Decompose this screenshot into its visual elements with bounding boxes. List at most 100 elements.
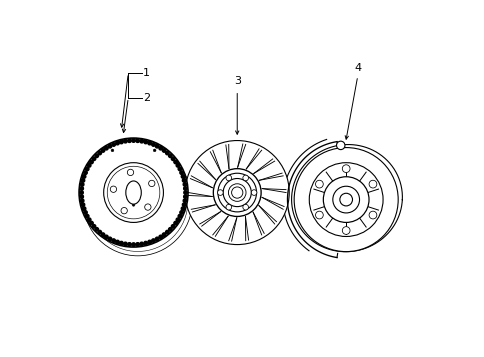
Circle shape	[110, 186, 116, 192]
Circle shape	[368, 211, 376, 219]
Circle shape	[183, 195, 187, 198]
Circle shape	[116, 240, 119, 244]
Circle shape	[251, 190, 257, 195]
Circle shape	[140, 140, 143, 143]
Circle shape	[80, 187, 83, 190]
Circle shape	[178, 167, 182, 171]
Circle shape	[85, 215, 89, 218]
Circle shape	[95, 154, 98, 157]
Circle shape	[82, 207, 86, 210]
Circle shape	[336, 141, 344, 150]
Circle shape	[116, 141, 119, 145]
Circle shape	[87, 164, 91, 167]
Circle shape	[185, 141, 288, 245]
Circle shape	[342, 165, 349, 172]
Circle shape	[87, 218, 91, 221]
Circle shape	[162, 149, 166, 152]
Circle shape	[180, 171, 183, 175]
Circle shape	[171, 225, 175, 228]
Circle shape	[181, 207, 184, 210]
Circle shape	[81, 203, 85, 206]
Circle shape	[79, 191, 83, 194]
Circle shape	[92, 157, 95, 161]
Circle shape	[123, 140, 127, 143]
Circle shape	[88, 151, 187, 251]
Circle shape	[112, 239, 115, 242]
Circle shape	[95, 227, 98, 231]
Circle shape	[174, 160, 177, 164]
Circle shape	[148, 240, 151, 244]
Text: 4: 4	[353, 63, 361, 73]
Circle shape	[84, 211, 87, 214]
Circle shape	[226, 175, 231, 181]
Circle shape	[82, 175, 86, 178]
Circle shape	[127, 139, 131, 142]
Circle shape	[217, 190, 223, 195]
Circle shape	[153, 149, 156, 152]
Circle shape	[127, 169, 134, 176]
Circle shape	[105, 146, 108, 150]
Circle shape	[105, 235, 108, 239]
Circle shape	[183, 191, 187, 194]
Circle shape	[315, 180, 323, 188]
Circle shape	[174, 221, 177, 225]
Circle shape	[85, 167, 89, 171]
Circle shape	[121, 207, 127, 214]
Circle shape	[98, 151, 101, 155]
Circle shape	[80, 183, 84, 186]
Circle shape	[165, 230, 169, 234]
Circle shape	[80, 199, 84, 202]
Circle shape	[368, 180, 376, 188]
Circle shape	[168, 227, 172, 231]
Circle shape	[182, 203, 185, 206]
Circle shape	[132, 203, 135, 206]
Circle shape	[151, 143, 155, 146]
Circle shape	[181, 175, 184, 178]
Circle shape	[148, 180, 154, 187]
Circle shape	[92, 225, 95, 228]
Circle shape	[81, 178, 85, 182]
Circle shape	[144, 204, 151, 210]
Ellipse shape	[125, 181, 141, 204]
Circle shape	[112, 143, 115, 146]
Circle shape	[223, 178, 251, 207]
Circle shape	[144, 140, 147, 144]
Circle shape	[104, 163, 163, 222]
Circle shape	[217, 173, 256, 212]
Circle shape	[242, 175, 248, 181]
Circle shape	[132, 243, 135, 246]
Circle shape	[101, 149, 105, 152]
Circle shape	[120, 140, 123, 144]
Circle shape	[178, 215, 182, 218]
Text: 1: 1	[143, 68, 150, 78]
Circle shape	[309, 163, 382, 236]
Circle shape	[183, 199, 186, 202]
Circle shape	[165, 151, 169, 155]
Circle shape	[151, 239, 155, 242]
Circle shape	[107, 166, 160, 219]
Circle shape	[176, 164, 179, 167]
Circle shape	[80, 195, 83, 198]
Circle shape	[132, 139, 135, 142]
Circle shape	[98, 230, 101, 234]
Circle shape	[155, 237, 159, 241]
Circle shape	[159, 146, 162, 150]
Circle shape	[101, 233, 105, 236]
Circle shape	[342, 227, 349, 235]
Circle shape	[140, 242, 143, 246]
Circle shape	[242, 204, 248, 210]
Circle shape	[136, 243, 139, 246]
Circle shape	[171, 157, 175, 161]
Circle shape	[127, 243, 131, 246]
Circle shape	[120, 241, 123, 245]
Circle shape	[168, 154, 172, 157]
Circle shape	[123, 242, 127, 246]
Circle shape	[213, 169, 260, 216]
Circle shape	[182, 178, 185, 182]
Circle shape	[90, 160, 93, 164]
Circle shape	[228, 184, 245, 201]
Circle shape	[155, 145, 159, 148]
Circle shape	[111, 149, 114, 152]
Circle shape	[79, 138, 188, 247]
Circle shape	[315, 211, 323, 219]
